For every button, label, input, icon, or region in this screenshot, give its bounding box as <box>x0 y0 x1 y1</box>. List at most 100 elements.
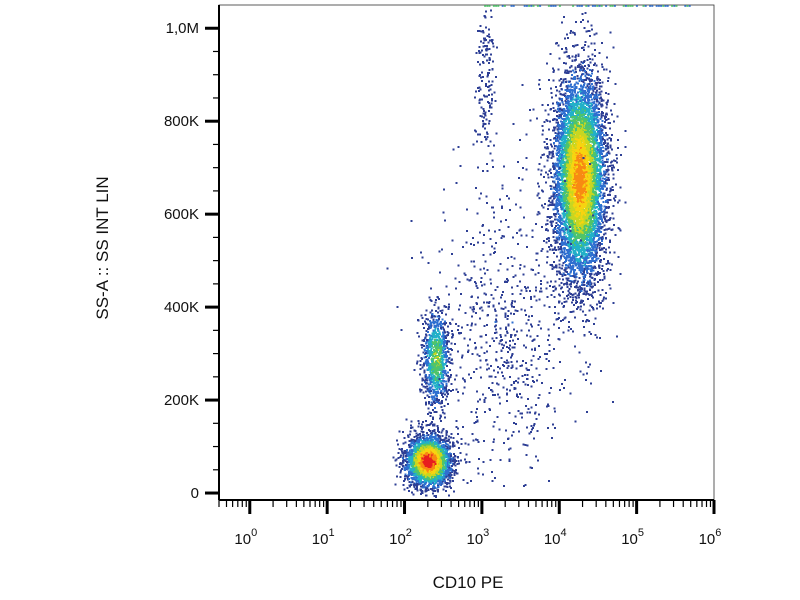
event-dot <box>423 369 426 372</box>
event-dot <box>437 327 439 330</box>
event-dot <box>442 441 445 443</box>
event-dot <box>428 473 431 475</box>
event-dot <box>435 348 438 350</box>
event-dot <box>427 489 430 491</box>
event-dot <box>538 79 541 81</box>
plot-frame <box>218 4 715 501</box>
event-dot <box>440 390 443 392</box>
event-dot <box>409 473 411 475</box>
event-dot <box>427 407 430 410</box>
event-dot <box>450 455 452 457</box>
event-dot <box>418 441 420 444</box>
event-dot <box>429 366 432 368</box>
event-dot <box>431 474 434 476</box>
event-dot <box>453 453 455 455</box>
event-dot <box>409 430 412 433</box>
event-dot <box>583 303 585 306</box>
event-dot <box>599 93 602 96</box>
event-dot <box>446 395 448 398</box>
event-dot <box>437 486 439 488</box>
event-dot <box>407 434 409 437</box>
event-dot <box>407 436 410 438</box>
event-dot <box>435 496 437 498</box>
event-dot <box>435 362 438 364</box>
event-dot <box>443 438 446 441</box>
event-dot <box>564 37 566 40</box>
event-dot <box>437 479 440 482</box>
event-dot <box>436 339 438 341</box>
event-dot <box>567 266 570 269</box>
event-dot <box>422 323 424 325</box>
event-dot <box>612 173 615 176</box>
event-dot <box>432 318 435 321</box>
event-dot <box>410 484 412 486</box>
event-dot <box>413 486 416 488</box>
event-dot <box>440 321 442 323</box>
event-dot <box>422 437 425 439</box>
event-dot <box>599 337 601 339</box>
event-dot <box>424 397 426 399</box>
event-dot <box>430 432 432 435</box>
event-dot <box>446 483 448 485</box>
event-dot <box>442 396 444 398</box>
event-dot <box>447 444 450 447</box>
event-dot <box>408 490 410 492</box>
event-dot <box>428 451 431 454</box>
event-dot <box>413 455 415 457</box>
event-dot <box>423 340 425 342</box>
event-dot <box>581 13 584 15</box>
event-dot <box>436 315 439 318</box>
event-dot <box>436 374 439 376</box>
event-dot <box>457 460 460 462</box>
event-dot <box>537 192 540 195</box>
event-dot <box>422 473 425 476</box>
event-dot <box>424 456 426 459</box>
event-dot <box>423 466 425 469</box>
event-dot <box>464 442 467 445</box>
event-dot <box>421 423 423 426</box>
event-dot <box>424 314 427 316</box>
event-dot <box>455 388 458 391</box>
event-dot <box>436 351 439 354</box>
event-dot <box>420 426 422 428</box>
event-dot <box>440 463 442 465</box>
event-dot <box>443 466 445 468</box>
event-dot <box>415 459 418 462</box>
event-dot <box>419 390 422 393</box>
event-dot <box>399 456 402 458</box>
event-dot <box>451 318 454 321</box>
event-dot <box>453 463 455 466</box>
event-dot <box>454 455 456 457</box>
event-dot <box>584 41 587 43</box>
event-dot <box>576 75 579 77</box>
event-dot <box>421 383 423 386</box>
event-dot <box>563 387 565 389</box>
event-dot <box>425 390 427 393</box>
event-dot <box>432 482 434 484</box>
event-dot <box>416 360 419 363</box>
event-dot <box>430 412 432 414</box>
event-dot <box>446 447 449 449</box>
event-dot <box>445 432 448 435</box>
event-dot <box>440 449 442 451</box>
event-dot <box>425 424 428 427</box>
event-dot <box>399 476 402 478</box>
event-dot <box>419 480 421 482</box>
event-dot <box>412 442 415 444</box>
event-dot <box>451 465 453 467</box>
event-dot <box>408 484 411 487</box>
event-dot <box>548 246 550 248</box>
event-dot <box>465 461 468 463</box>
event-dot <box>396 475 398 478</box>
event-dot <box>449 480 452 482</box>
event-dot <box>416 438 418 440</box>
event-dot <box>429 335 432 338</box>
event-dot <box>431 360 433 363</box>
event-dot <box>429 337 431 340</box>
event-dot <box>441 373 443 376</box>
event-dot <box>440 346 443 349</box>
event-dot <box>453 472 456 475</box>
event-dot <box>424 483 426 485</box>
event-dot <box>420 485 422 488</box>
event-dot <box>434 487 437 489</box>
